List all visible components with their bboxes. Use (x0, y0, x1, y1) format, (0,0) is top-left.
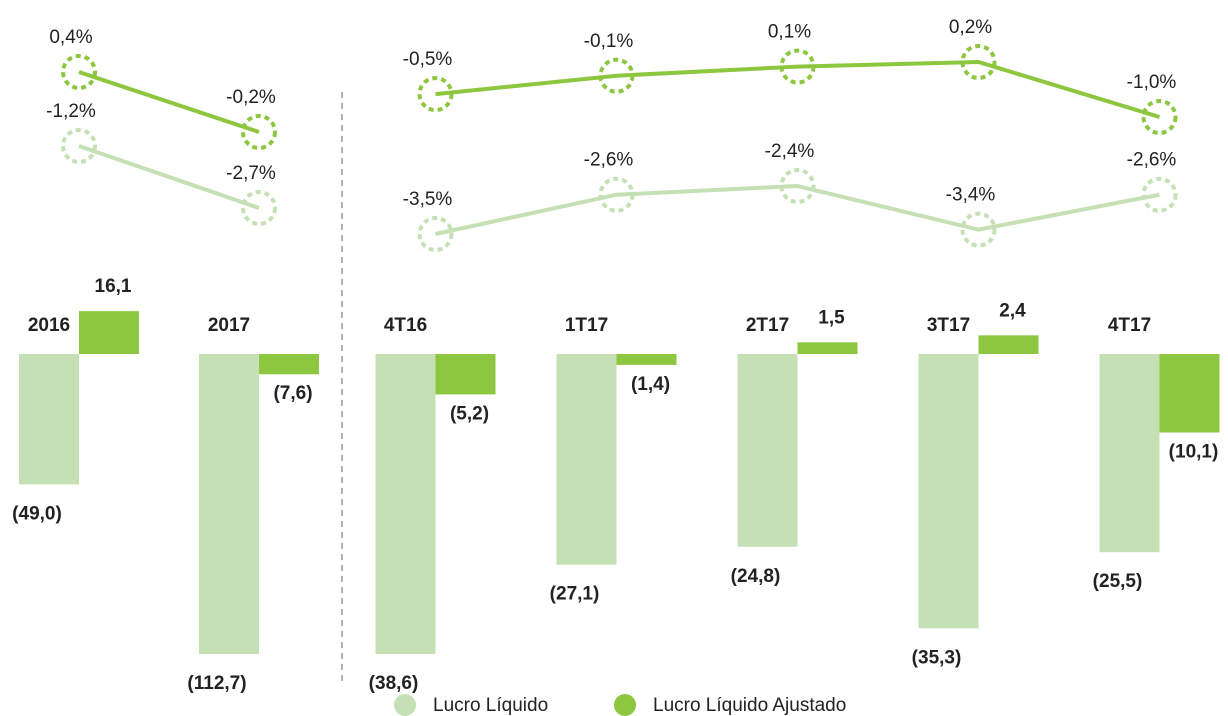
margin-line (435, 183, 1160, 236)
category-label: 4T16 (384, 315, 427, 336)
margin-label: -1,2% (46, 101, 96, 122)
margin-label: 0,4% (49, 27, 92, 48)
value-label: (35,3) (912, 647, 962, 668)
value-label: (27,1) (550, 584, 600, 605)
value-label: (1,4) (631, 374, 670, 395)
margin-marker (1141, 99, 1178, 135)
bar (556, 354, 617, 565)
margin-marker (417, 216, 454, 252)
margin-marker (1141, 176, 1178, 213)
bar (435, 354, 496, 395)
margin-label: -0,1% (584, 31, 634, 52)
bar (1099, 354, 1160, 553)
margin-label: -3,5% (403, 189, 453, 210)
category-label: 2T17 (746, 315, 789, 336)
legend-swatch (614, 694, 636, 716)
value-label: (24,8) (731, 566, 781, 587)
margin-label: 0,1% (768, 22, 811, 43)
category-label: 4T17 (1108, 315, 1151, 336)
legend-label: Lucro Líquido Ajustado (653, 695, 846, 716)
value-label: 16,1 (95, 276, 132, 297)
margin-marker (61, 54, 97, 90)
legend-swatch (394, 694, 416, 716)
margin-marker (960, 211, 997, 248)
margin-marker (598, 57, 635, 94)
bar (259, 354, 319, 375)
margin-label: -2,7% (226, 163, 276, 184)
bar (375, 354, 436, 654)
margin-marker (241, 114, 277, 150)
bar (199, 354, 259, 654)
margin-label: -2,6% (584, 150, 634, 171)
margin-marker (61, 128, 97, 164)
margin-marker (417, 76, 454, 113)
value-label: (5,2) (450, 403, 489, 424)
category-label: 2016 (28, 315, 70, 336)
bar (19, 354, 79, 485)
margin-label: -2,6% (1127, 150, 1177, 171)
margin-label: -0,2% (226, 87, 276, 108)
margin-line (78, 144, 260, 210)
bar (616, 354, 677, 365)
margin-label: -0,5% (403, 49, 453, 70)
bar (978, 335, 1039, 354)
value-label: (25,5) (1093, 571, 1143, 592)
margin-marker (779, 48, 816, 85)
value-label: (112,7) (187, 673, 246, 694)
bar (918, 354, 979, 629)
value-label: 2,4 (999, 300, 1026, 321)
category-label: 2017 (208, 315, 250, 336)
category-label: 3T17 (927, 315, 970, 336)
margin-line (435, 59, 1161, 119)
value-label: (7,6) (273, 383, 312, 404)
margin-marker (960, 44, 997, 80)
bar (797, 342, 858, 354)
category-label: 1T17 (565, 315, 608, 336)
value-label: (10,1) (1169, 442, 1219, 463)
value-label: 1,5 (818, 307, 845, 328)
bar (79, 311, 139, 354)
margin-line (78, 70, 260, 134)
margin-label: -2,4% (765, 141, 815, 162)
legend-label: Lucro Líquido (433, 695, 548, 716)
value-label: (49,0) (12, 503, 62, 524)
value-label: (38,6) (369, 673, 419, 694)
margin-marker (779, 168, 816, 204)
margin-label: -3,4% (946, 185, 996, 206)
margin-marker (598, 176, 635, 213)
margin-marker (241, 190, 277, 226)
bar (737, 354, 798, 547)
margin-label: -1,0% (1127, 72, 1177, 93)
bar (1159, 354, 1220, 433)
margin-label: 0,2% (949, 17, 992, 38)
